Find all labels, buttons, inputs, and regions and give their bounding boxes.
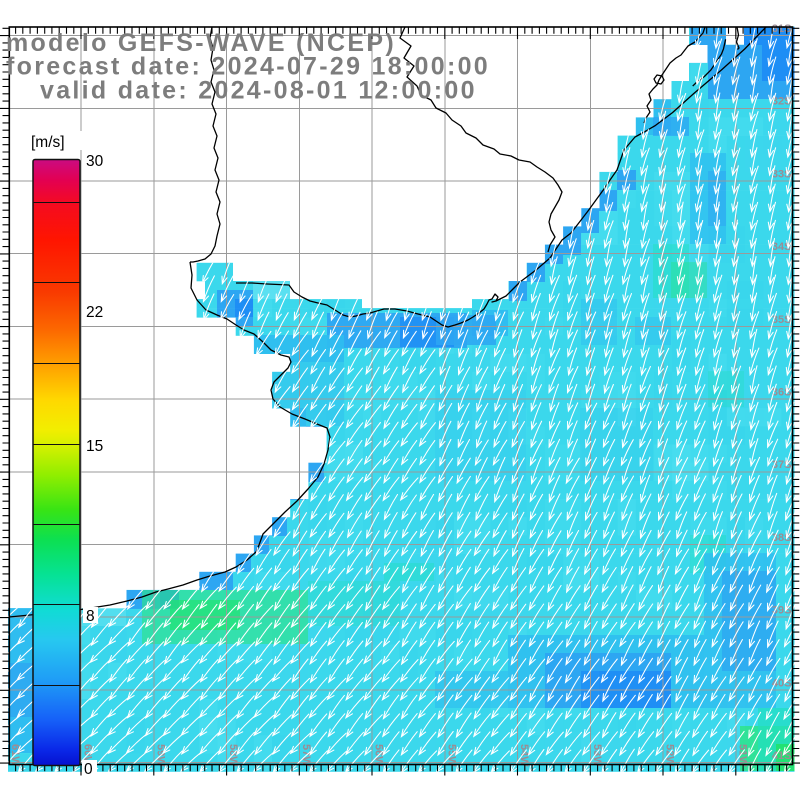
svg-text:34S: 34S bbox=[772, 241, 792, 253]
svg-text:[m/s]: [m/s] bbox=[31, 134, 65, 151]
svg-text:32S: 32S bbox=[772, 96, 792, 108]
svg-text:0: 0 bbox=[84, 761, 93, 778]
svg-text:61W: 61W bbox=[9, 744, 21, 767]
svg-text:forecast date: 2024-07-29 18:0: forecast date: 2024-07-29 18:00:00 bbox=[6, 53, 490, 81]
svg-text:15: 15 bbox=[86, 438, 103, 455]
svg-text:53W: 53W bbox=[591, 744, 603, 767]
svg-text:37S: 37S bbox=[772, 459, 792, 471]
svg-text:58W: 58W bbox=[227, 744, 239, 767]
svg-text:8: 8 bbox=[86, 608, 95, 625]
svg-text:54W: 54W bbox=[518, 744, 530, 767]
svg-text:22: 22 bbox=[86, 304, 103, 321]
svg-text:modelo GEFS-WAVE (NCEP): modelo GEFS-WAVE (NCEP) bbox=[6, 29, 396, 57]
svg-text:51W: 51W bbox=[736, 744, 748, 767]
svg-text:35S: 35S bbox=[772, 314, 792, 326]
svg-text:30: 30 bbox=[86, 153, 104, 170]
svg-text:valid date: 2024-08-01 12:00:0: valid date: 2024-08-01 12:00:00 bbox=[40, 76, 477, 104]
svg-text:31S: 31S bbox=[772, 23, 792, 35]
